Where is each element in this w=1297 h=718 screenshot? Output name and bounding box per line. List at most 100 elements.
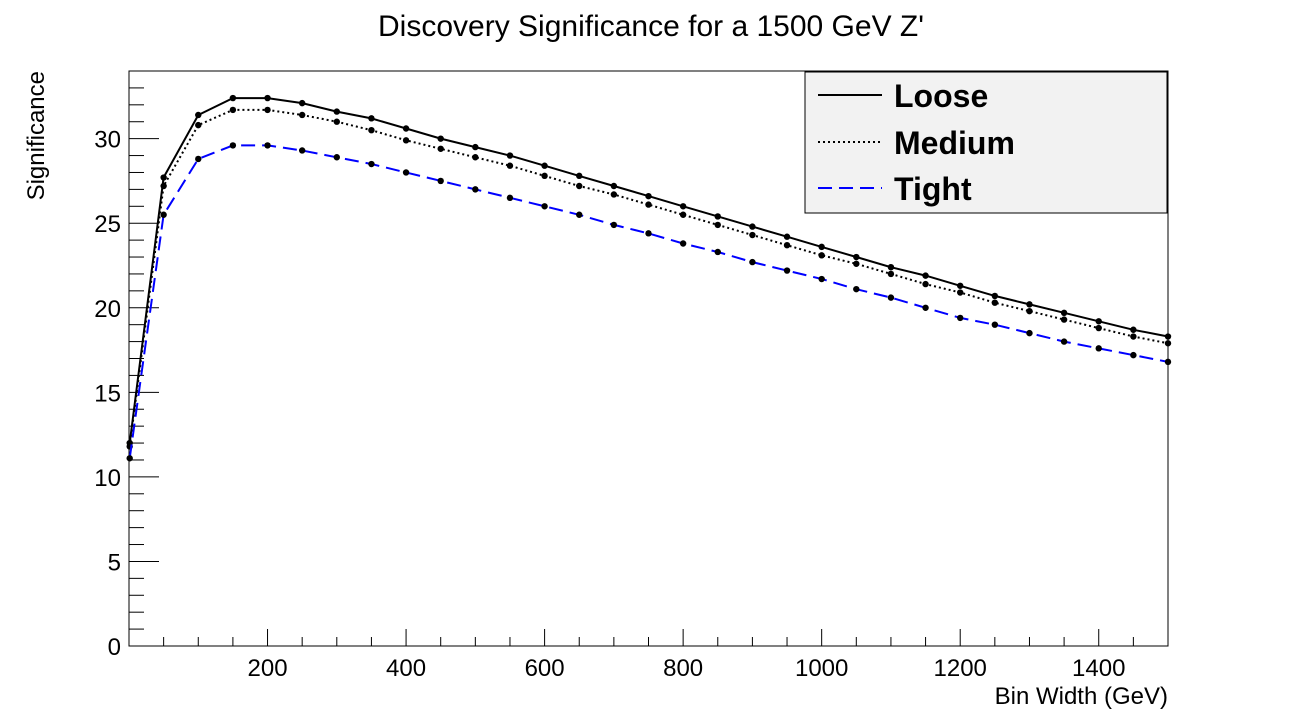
data-point-medium: [229, 106, 237, 114]
y-tick-label: 20: [94, 296, 121, 323]
data-point-tight: [645, 230, 652, 237]
data-point-loose: [195, 111, 202, 119]
data-point-loose: [645, 192, 652, 200]
legend-label-medium: Medium: [894, 125, 1015, 161]
data-point-loose: [160, 174, 167, 181]
data-point-tight: [402, 169, 410, 176]
data-point-loose: [957, 282, 964, 289]
legend-label-loose: Loose: [894, 78, 988, 114]
data-point-medium: [368, 126, 375, 134]
series-tight: [126, 142, 1172, 462]
data-point-loose: [298, 99, 306, 107]
x-tick-label: 800: [663, 655, 703, 682]
data-point-tight: [991, 321, 999, 328]
data-point-medium: [887, 270, 895, 278]
data-point-loose: [264, 94, 271, 102]
data-point-loose: [1164, 333, 1172, 340]
data-point-tight: [1095, 345, 1102, 352]
y-axis-title: Significance: [23, 71, 50, 200]
data-point-medium: [749, 231, 756, 239]
data-point-medium: [506, 162, 514, 169]
data-point-loose: [679, 203, 687, 210]
data-point-medium: [472, 154, 479, 161]
data-point-loose: [749, 223, 756, 230]
x-tick-label: 400: [386, 655, 426, 682]
data-point-loose: [541, 162, 548, 169]
data-point-tight: [1060, 338, 1068, 345]
data-point-medium: [1164, 340, 1172, 347]
data-point-loose: [472, 143, 479, 151]
y-tick-label: 25: [94, 211, 121, 238]
data-point-medium: [576, 182, 583, 190]
data-point-tight: [264, 142, 271, 149]
x-tick-label: 200: [248, 655, 288, 682]
data-point-loose: [818, 243, 825, 251]
data-point-tight: [818, 275, 825, 283]
data-point-tight: [160, 211, 167, 218]
data-point-tight: [472, 186, 479, 193]
data-point-loose: [437, 135, 444, 142]
y-tick-label: 10: [94, 465, 121, 492]
data-point-loose: [506, 152, 514, 159]
data-point-tight: [1164, 358, 1172, 366]
x-tick-label: 1200: [934, 655, 987, 682]
data-point-medium: [1130, 333, 1137, 340]
chart-title: Discovery Significance for a 1500 GeV Z': [378, 10, 924, 43]
data-point-medium: [818, 252, 825, 259]
data-point-tight: [506, 194, 514, 202]
data-point-tight: [714, 248, 721, 256]
data-point-tight: [783, 267, 791, 274]
data-point-medium: [679, 211, 687, 218]
data-point-medium: [264, 106, 271, 114]
data-point-tight: [195, 155, 202, 163]
y-axis: 0 5 10 15 20 25 30: [94, 70, 159, 661]
data-point-tight: [541, 203, 548, 210]
data-point-loose: [368, 115, 375, 122]
data-point-tight: [887, 294, 895, 301]
data-point-medium: [195, 121, 202, 129]
data-point-medium: [437, 145, 444, 152]
data-point-medium: [541, 172, 548, 180]
data-point-medium: [160, 182, 167, 190]
data-point-medium: [957, 289, 964, 296]
data-point-tight: [437, 177, 444, 185]
x-tick-label: 600: [525, 655, 565, 682]
x-tick-label: 1000: [795, 655, 848, 682]
data-point-loose: [1095, 318, 1102, 325]
data-point-medium: [714, 221, 721, 229]
data-point-loose: [610, 182, 618, 190]
data-point-tight: [229, 142, 237, 149]
data-point-tight: [957, 314, 964, 322]
series-layer: [126, 94, 1172, 462]
data-point-medium: [922, 280, 929, 288]
data-point-loose: [991, 292, 999, 300]
data-point-loose: [1026, 301, 1033, 308]
data-point-loose: [714, 213, 721, 220]
data-point-medium: [333, 118, 340, 125]
y-tick-label: 30: [94, 127, 121, 154]
data-point-tight: [333, 154, 340, 161]
data-point-loose: [229, 94, 237, 102]
legend-label-tight: Tight: [894, 171, 972, 207]
y-tick-label: 0: [108, 634, 121, 661]
x-axis-title: Bin Width (GeV): [995, 683, 1168, 710]
data-point-tight: [853, 285, 860, 293]
data-point-loose: [402, 125, 410, 132]
x-tick-label: 1400: [1072, 655, 1125, 682]
data-point-tight: [576, 211, 583, 218]
y-tick-label: 15: [94, 380, 121, 407]
series-medium: [126, 106, 1172, 450]
data-point-tight: [298, 147, 306, 154]
data-point-medium: [991, 299, 999, 306]
data-point-medium: [1095, 324, 1102, 332]
data-point-loose: [922, 272, 929, 279]
data-point-tight: [126, 455, 133, 462]
data-point-medium: [645, 201, 652, 208]
data-point-tight: [1130, 351, 1137, 359]
data-point-loose: [887, 263, 895, 271]
y-tick-label: 5: [108, 549, 121, 576]
data-point-loose: [576, 172, 583, 180]
legend: Loose Medium Tight: [804, 71, 1168, 214]
data-point-tight: [922, 304, 929, 311]
